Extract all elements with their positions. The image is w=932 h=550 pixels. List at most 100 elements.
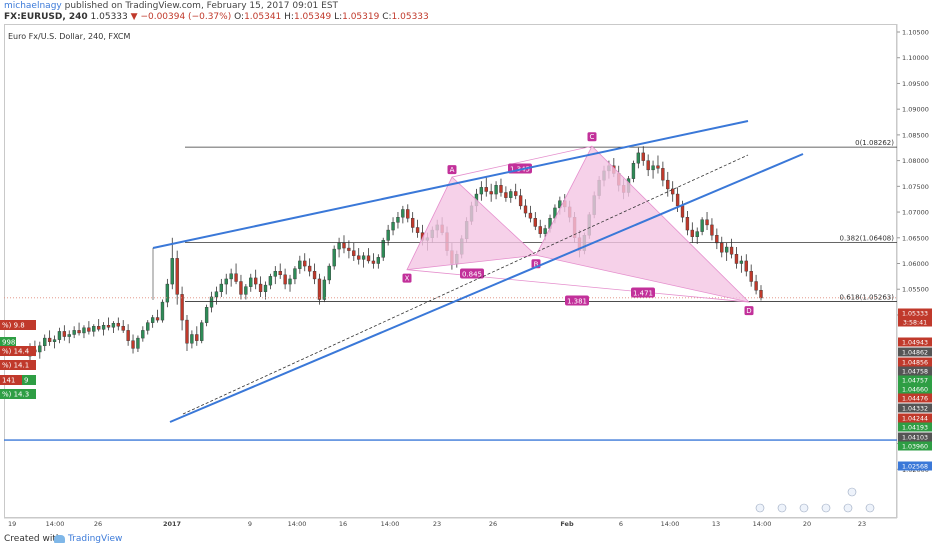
candle-body bbox=[361, 255, 366, 260]
candle-body bbox=[170, 258, 174, 285]
price-tag-label: 1.04757 bbox=[902, 378, 928, 385]
left-indicator-tag bbox=[0, 375, 22, 385]
economic-event-icon bbox=[865, 503, 875, 513]
price-tag bbox=[898, 308, 932, 318]
candle-body bbox=[92, 326, 96, 332]
candle-body bbox=[504, 192, 508, 198]
candle-body bbox=[406, 209, 410, 219]
candle-body bbox=[523, 205, 528, 214]
candle-body bbox=[543, 228, 547, 234]
left-indicator-label: %) 14.4 bbox=[2, 348, 30, 356]
x-tick-label: 9 bbox=[248, 520, 252, 528]
left-indicator-tag bbox=[0, 360, 36, 370]
symbol-label: FX:EURUSD, 240 bbox=[4, 12, 88, 22]
price-tag-label: 1.02568 bbox=[902, 464, 928, 471]
candle-body bbox=[97, 326, 101, 330]
author-link[interactable]: michaelnagy bbox=[4, 1, 62, 11]
pattern-point-label: B bbox=[534, 260, 539, 268]
channel-lower-line bbox=[169, 153, 804, 423]
candle-body bbox=[656, 165, 660, 169]
x-tick-label: 23 bbox=[433, 520, 441, 528]
y-tick-label: 1.08000 bbox=[902, 157, 929, 165]
pattern-point-badge bbox=[744, 306, 754, 316]
x-tick-label: 23 bbox=[858, 520, 866, 528]
price-tag bbox=[898, 357, 932, 367]
candle-body bbox=[749, 271, 753, 282]
pattern-ratio-label: 0.845 bbox=[462, 271, 482, 279]
publish-text: published on TradingView.com, February 1… bbox=[64, 1, 339, 11]
candle-body bbox=[234, 273, 238, 282]
xab-triangle bbox=[406, 176, 537, 271]
candle-body bbox=[710, 224, 714, 236]
candle-body bbox=[509, 191, 513, 198]
price-tag bbox=[898, 366, 932, 376]
price-tag-label: 1.04332 bbox=[902, 406, 928, 413]
price-tag-label: 1.05333 bbox=[902, 311, 928, 318]
candle-body bbox=[715, 235, 719, 244]
candle-body bbox=[671, 188, 675, 195]
y-tick-label: 1.10000 bbox=[902, 54, 929, 62]
candle-body bbox=[641, 152, 645, 161]
open-value: 1.05341 bbox=[244, 12, 282, 22]
candle-body bbox=[43, 337, 47, 347]
candle-body bbox=[415, 227, 420, 233]
candle-body bbox=[254, 277, 258, 285]
close-value: 1.05333 bbox=[391, 12, 429, 22]
candle-body bbox=[293, 268, 297, 280]
x-tick-label: 14:00 bbox=[661, 520, 680, 528]
candle-body bbox=[67, 334, 71, 337]
pattern-ratio-label: 1.381 bbox=[567, 298, 587, 306]
price-tag-label: 1.04862 bbox=[902, 350, 928, 357]
candle-body bbox=[734, 254, 739, 264]
candle-body bbox=[116, 322, 120, 327]
candle-body bbox=[327, 265, 331, 281]
y-tick-label: 1.08500 bbox=[902, 131, 929, 139]
candle-body bbox=[528, 212, 533, 219]
candle-body bbox=[190, 334, 194, 344]
candle-body bbox=[666, 179, 670, 190]
pattern-point-badge bbox=[402, 273, 412, 283]
x-tick-label: 14:00 bbox=[753, 520, 772, 528]
bcd-triangle bbox=[535, 145, 751, 303]
pattern-ratio-badge bbox=[631, 287, 655, 298]
y-tick-label: 1.07000 bbox=[902, 209, 929, 217]
left-indicator-label: %) 9.8 bbox=[2, 322, 25, 330]
candle-body bbox=[695, 231, 699, 237]
pattern-point-label: D bbox=[746, 307, 751, 315]
x-tick-label: 6 bbox=[619, 520, 623, 528]
candle-body bbox=[312, 271, 317, 280]
median-dashed-line bbox=[182, 154, 749, 415]
price-tag bbox=[898, 441, 932, 451]
y-tick-label: 1.06500 bbox=[902, 234, 929, 242]
candle-body bbox=[131, 340, 135, 349]
candle-body bbox=[514, 191, 518, 196]
price-tag bbox=[898, 413, 932, 423]
candle-body bbox=[381, 240, 385, 258]
price-tag-label: 1.04103 bbox=[902, 435, 928, 442]
candle-body bbox=[175, 258, 179, 295]
candle-body bbox=[371, 260, 376, 264]
candle-body bbox=[72, 330, 76, 335]
last-price: 1.05333 bbox=[90, 12, 128, 22]
candle-body bbox=[180, 294, 184, 321]
candle-body bbox=[195, 334, 199, 341]
candle-body bbox=[82, 327, 86, 334]
fib-level-label: 0(1.08262) bbox=[855, 139, 894, 147]
candle-body bbox=[700, 219, 704, 232]
candle-body bbox=[489, 191, 493, 195]
left-indicator-label: 9 bbox=[24, 377, 28, 385]
candle-body bbox=[258, 283, 263, 292]
price-tag bbox=[898, 422, 932, 432]
y-tick-label: 1.10500 bbox=[902, 29, 929, 37]
created-with-text: Created with bbox=[4, 534, 62, 544]
candle-body bbox=[479, 187, 484, 195]
price-tag bbox=[898, 403, 932, 413]
pattern-point-label: X bbox=[405, 275, 410, 283]
tradingview-brand[interactable]: TradingView bbox=[68, 534, 123, 544]
candle-body bbox=[263, 284, 268, 292]
economic-event-icon bbox=[821, 503, 831, 513]
candle-body bbox=[165, 283, 170, 303]
x-tick-label: 13 bbox=[712, 520, 720, 528]
candle-body bbox=[401, 209, 405, 218]
